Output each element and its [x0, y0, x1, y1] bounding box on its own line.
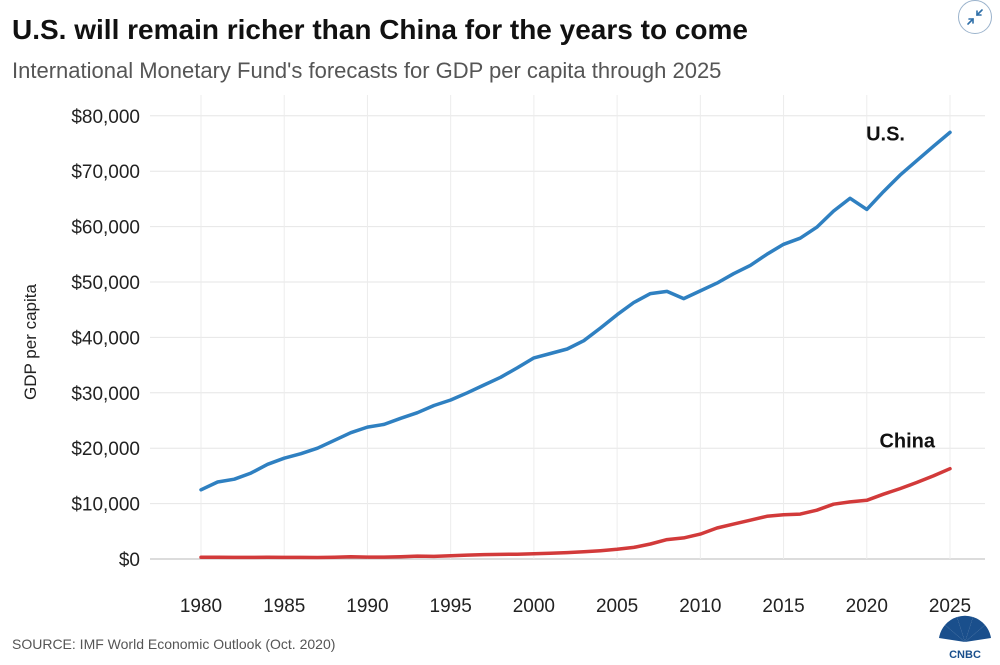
series-label: U.S.: [866, 123, 905, 145]
y-tick-label: $50,000: [71, 273, 140, 294]
x-tick-label: 1985: [263, 596, 305, 617]
y-tick-label: $20,000: [71, 439, 140, 460]
series-line-u-s: [199, 130, 952, 492]
cnbc-logo: CNBC: [935, 612, 995, 665]
y-tick-label: $70,000: [71, 162, 140, 183]
series-layer: U.S. China: [199, 123, 952, 560]
y-axis-ticks: $0 $10,000 $20,000 $30,000 $40,000 $50,000 $60…: [71, 107, 140, 571]
y-tick-label: $10,000: [71, 495, 140, 516]
x-tick-label: 2000: [513, 596, 555, 617]
grid-layer: [150, 95, 985, 560]
logo-text: CNBC: [949, 649, 981, 660]
x-tick-label: 1980: [180, 596, 222, 617]
y-tick-label: $60,000: [71, 218, 140, 239]
chart-subtitle: International Monetary Fund's forecasts …: [12, 58, 722, 83]
y-tick-label: $40,000: [71, 328, 140, 349]
x-tick-label: 2015: [762, 596, 804, 617]
y-tick-label: $30,000: [71, 384, 140, 405]
source-note: SOURCE: IMF World Economic Outlook (Oct.…: [12, 636, 336, 652]
chart-title: U.S. will remain richer than China for t…: [12, 14, 748, 45]
collapse-arrows-icon: [967, 9, 983, 25]
series-line-china: [199, 466, 952, 560]
x-tick-label: 2005: [596, 596, 638, 617]
y-tick-label: $80,000: [71, 107, 140, 128]
x-tick-label: 1995: [430, 596, 472, 617]
x-tick-label: 2020: [846, 596, 888, 617]
y-tick-label: $0: [119, 550, 140, 571]
x-axis-ticks: 1980 1985 1990 1995 2000 2005 2010 2015 2020 2025: [180, 596, 971, 617]
series-label: China: [879, 431, 935, 453]
x-tick-label: 2025: [929, 596, 971, 617]
expand-button[interactable]: [958, 0, 992, 34]
x-tick-label: 2010: [679, 596, 721, 617]
cnbc-peacock-icon: CNBC: [939, 615, 991, 661]
x-tick-label: 1990: [346, 596, 388, 617]
y-axis-label: GDP per capita: [21, 284, 40, 400]
